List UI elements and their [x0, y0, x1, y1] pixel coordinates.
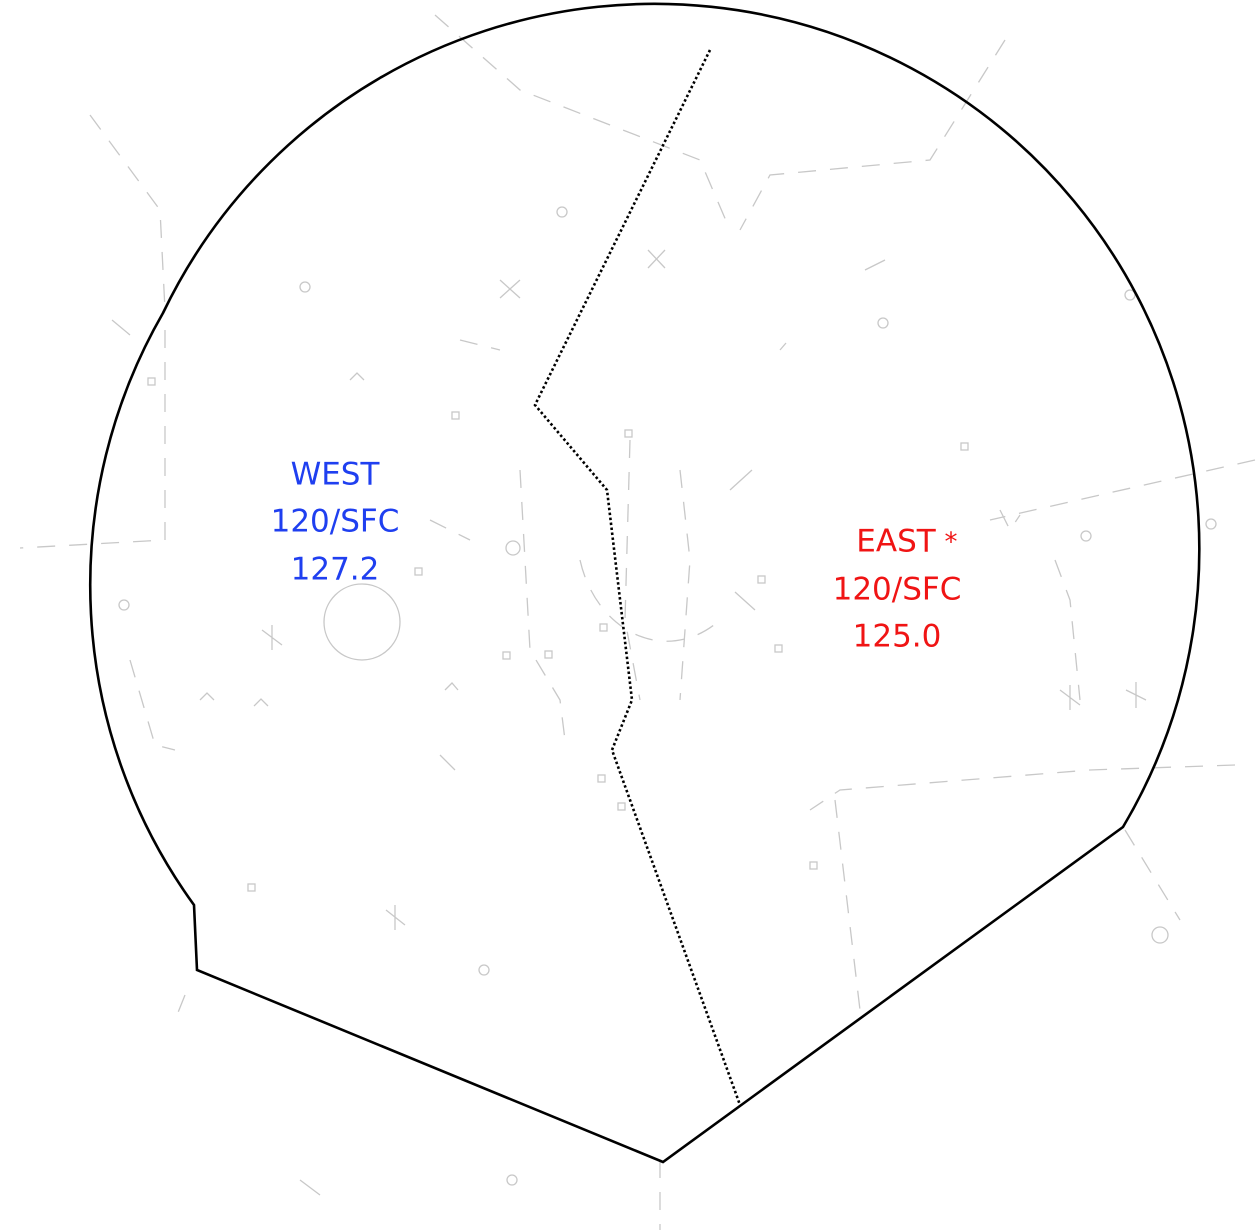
sector-name: WEST: [291, 457, 381, 493]
sector-marker: *: [945, 528, 958, 558]
sector-divider: [533, 49, 742, 1106]
east-sector-label: EAST * 120/SFC 125.0: [833, 524, 962, 655]
altitude-limits: 120/SFC: [271, 504, 400, 540]
airspace-boundary: [88, 2, 1201, 1164]
altitude-limits: 120/SFC: [833, 572, 962, 608]
frequency: 127.2: [291, 552, 380, 588]
sector-name: EAST: [856, 524, 936, 560]
west-sector-label: WEST 120/SFC 127.2: [271, 457, 400, 588]
frequency: 125.0: [853, 619, 942, 655]
background-features: [19, 14, 1256, 1230]
